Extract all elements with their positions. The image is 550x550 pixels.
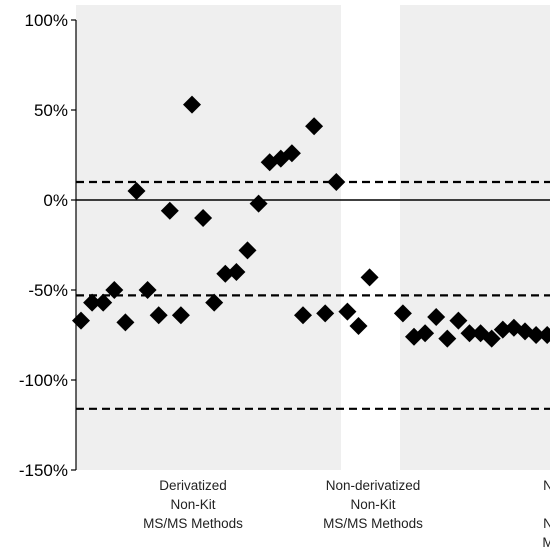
data-point <box>338 302 357 321</box>
group-band-3 <box>400 5 550 470</box>
data-point <box>149 306 168 325</box>
data-point <box>493 320 512 339</box>
data-point <box>238 241 257 260</box>
data-point <box>305 117 324 136</box>
data-point <box>327 173 346 191</box>
data-point <box>216 264 235 283</box>
category-label-line: Non-Kit <box>170 497 215 512</box>
data-point <box>527 326 546 344</box>
data-point <box>127 182 146 200</box>
data-point <box>449 311 468 330</box>
y-tick-label: 100% <box>25 11 68 30</box>
data-point <box>460 324 479 343</box>
data-point <box>105 281 124 299</box>
category-label-line: MS/MS Methods <box>143 516 243 531</box>
data-point <box>116 313 135 332</box>
data-point <box>160 201 179 220</box>
data-point <box>294 306 312 325</box>
group-band-1 <box>76 5 341 470</box>
category-label-line: M <box>542 535 550 550</box>
data-point <box>427 308 446 326</box>
data-point <box>316 304 335 323</box>
group-shading-bands <box>76 5 550 470</box>
y-tick-label: 50% <box>34 101 68 120</box>
y-tick-label: -100% <box>19 371 68 390</box>
data-point <box>360 268 379 287</box>
data-point <box>482 329 501 348</box>
category-label-line: Non-Kit <box>350 497 395 512</box>
category-label-line: Non-derivatized <box>326 478 421 493</box>
data-point <box>438 329 457 348</box>
data-point <box>538 326 550 344</box>
data-point <box>138 281 157 299</box>
y-tick-label: -150% <box>19 461 68 480</box>
data-point <box>349 317 368 335</box>
category-label-line: MS/MS Methods <box>323 516 423 531</box>
data-point <box>416 324 435 343</box>
data-point <box>171 306 190 325</box>
data-point <box>94 293 113 312</box>
data-point <box>205 293 224 312</box>
data-point <box>72 311 90 330</box>
data-point <box>194 209 213 227</box>
category-label-line: N <box>543 478 550 493</box>
data-points <box>72 95 550 348</box>
y-tick-label: 0% <box>43 191 68 210</box>
data-point <box>183 95 201 114</box>
data-point <box>282 144 301 163</box>
data-point <box>83 293 102 312</box>
category-labels: Derivatized Non-Kit MS/MS Methods Non-deriv… <box>143 478 550 550</box>
y-axis-ticks: 100% 50% 0% -50% -100% -150% <box>19 11 76 480</box>
y-tick-label: -50% <box>28 281 68 300</box>
data-point <box>393 304 412 323</box>
category-label-line: N <box>543 516 550 531</box>
category-label-line: Derivatized <box>159 478 227 493</box>
data-point <box>249 194 268 213</box>
reference-lines <box>76 180 550 410</box>
data-point <box>227 263 246 281</box>
